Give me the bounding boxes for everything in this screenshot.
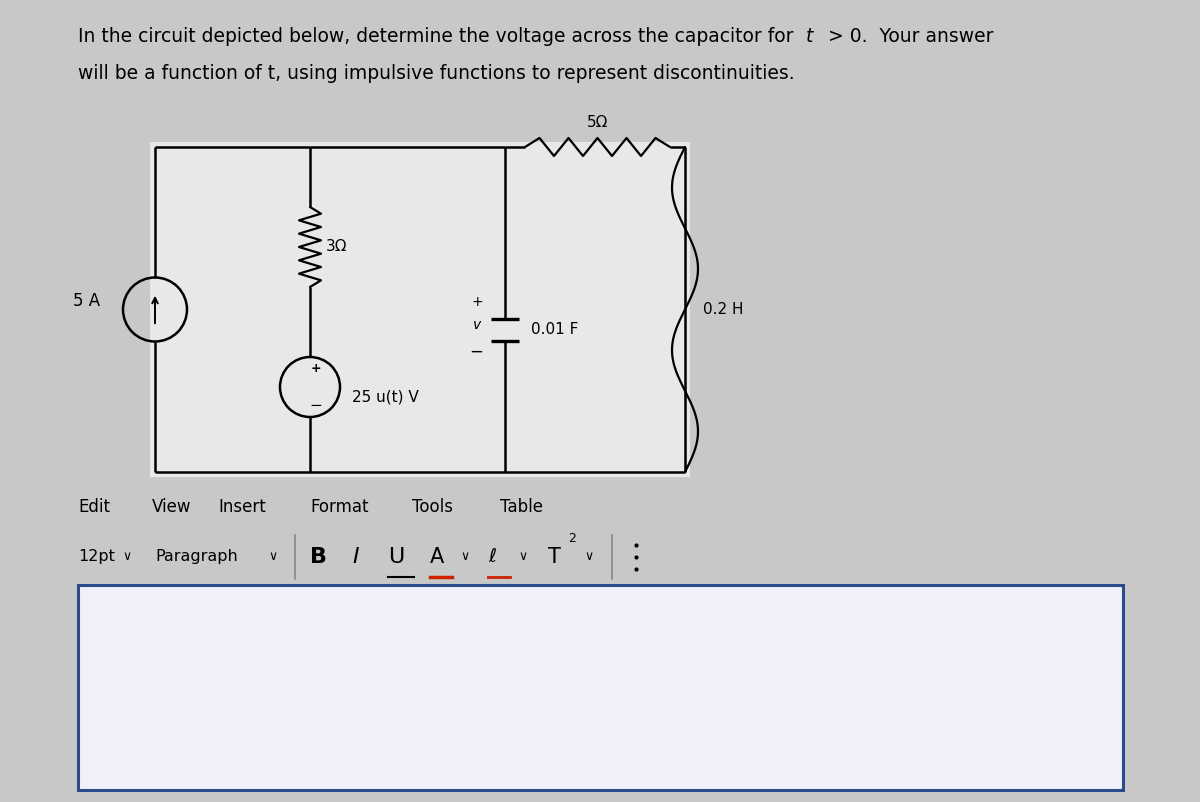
Text: 12pt: 12pt — [78, 549, 115, 565]
Text: will be a function of t, using impulsive functions to represent discontinuities.: will be a function of t, using impulsive… — [78, 64, 794, 83]
Text: +: + — [311, 363, 322, 375]
Text: Format: Format — [310, 498, 368, 516]
Text: ∨: ∨ — [122, 550, 131, 564]
Text: I: I — [352, 547, 359, 567]
Text: B: B — [310, 547, 326, 567]
Text: Edit: Edit — [78, 498, 110, 516]
Text: ∨: ∨ — [268, 550, 277, 564]
Text: ∨: ∨ — [460, 550, 469, 564]
Text: > 0.  Your answer: > 0. Your answer — [822, 27, 994, 46]
Text: Tools: Tools — [412, 498, 454, 516]
Text: 3Ω: 3Ω — [326, 240, 348, 254]
Text: 0.2 H: 0.2 H — [703, 302, 744, 317]
FancyBboxPatch shape — [150, 142, 690, 477]
FancyBboxPatch shape — [78, 585, 1123, 790]
Text: Insert: Insert — [218, 498, 265, 516]
Text: 5 A: 5 A — [73, 293, 100, 310]
Text: ℓ: ℓ — [488, 548, 496, 566]
Text: In the circuit depicted below, determine the voltage across the capacitor for: In the circuit depicted below, determine… — [78, 27, 799, 46]
Text: 5Ω: 5Ω — [587, 115, 608, 130]
Text: 2: 2 — [568, 533, 576, 545]
Text: T: T — [548, 547, 560, 567]
Text: U: U — [388, 547, 404, 567]
Text: t: t — [806, 27, 814, 46]
Text: View: View — [152, 498, 192, 516]
Text: −: − — [310, 398, 323, 412]
Text: Table: Table — [500, 498, 542, 516]
Text: Paragraph: Paragraph — [155, 549, 238, 565]
Text: ∨: ∨ — [584, 550, 593, 564]
Text: 25 u(t) V: 25 u(t) V — [352, 390, 419, 404]
Text: v: v — [473, 318, 481, 332]
Text: +: + — [472, 295, 482, 309]
Text: 0.01 F: 0.01 F — [530, 322, 578, 338]
Text: ∨: ∨ — [518, 550, 527, 564]
Text: −: − — [469, 343, 482, 361]
Text: A: A — [430, 547, 444, 567]
